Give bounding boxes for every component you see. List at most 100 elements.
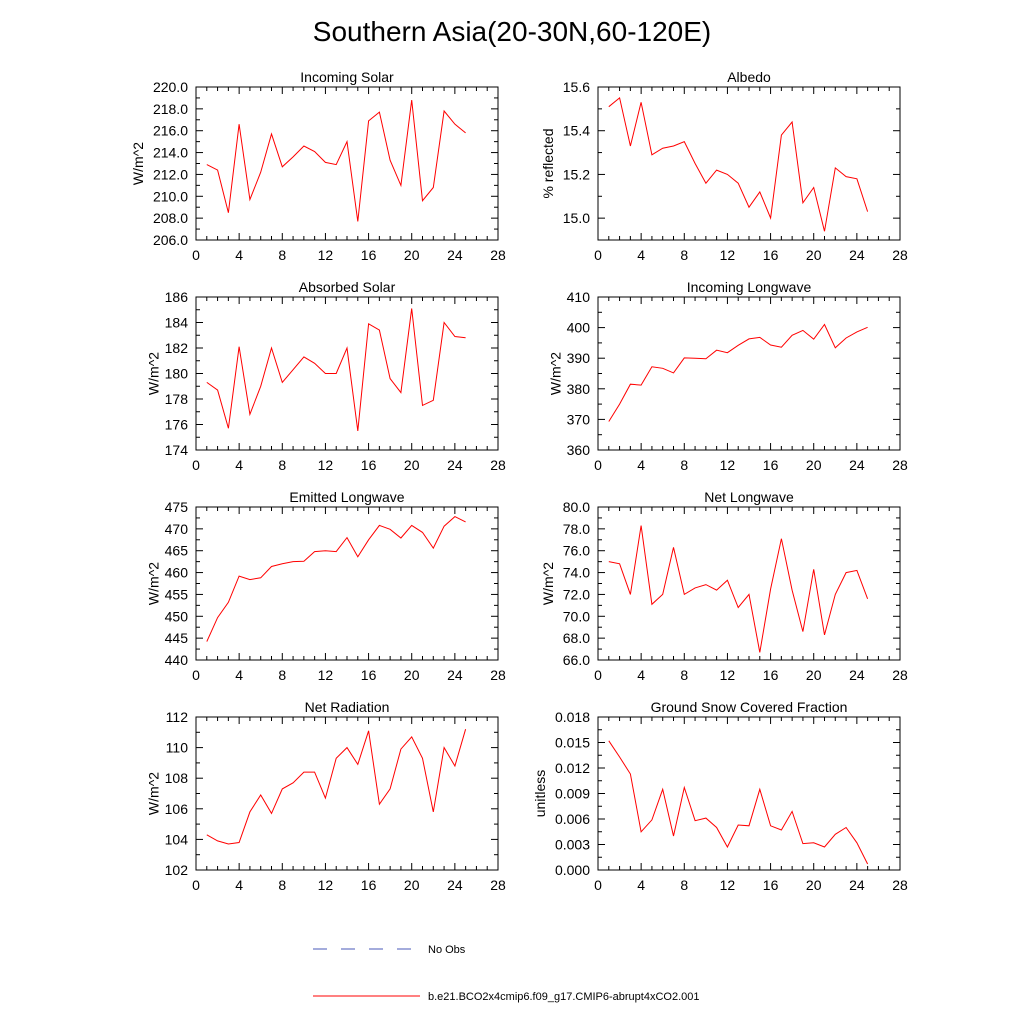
y-tick-label: 470 [165, 521, 189, 537]
x-tick-label: 28 [892, 247, 908, 263]
series-line-net-radiation [206, 729, 467, 845]
y-tick-label: 210.0 [153, 188, 188, 204]
legend-label-model: b.e21.BCO2x4cmip6.f09_g17.CMIP6-abrupt4x… [428, 991, 700, 1003]
y-tick-label: 440 [165, 652, 189, 668]
x-tick-label: 8 [680, 247, 688, 263]
y-tick-label: 108 [165, 770, 189, 786]
x-tick-label: 8 [278, 667, 286, 683]
y-tick-label: 455 [165, 586, 189, 602]
x-tick-label: 8 [680, 457, 688, 473]
y-axis-title: W/m^2 [146, 772, 162, 815]
y-axis-title: W/m^2 [540, 562, 556, 605]
x-tick-label: 12 [318, 667, 334, 683]
y-tick-label: 180 [165, 366, 189, 382]
y-tick-label: 410 [567, 289, 591, 305]
y-tick-label: 0.018 [555, 709, 590, 725]
x-tick-label: 0 [594, 667, 602, 683]
y-tick-label: 106 [165, 801, 189, 817]
x-tick-label: 8 [278, 877, 286, 893]
x-tick-label: 16 [763, 457, 779, 473]
panel-title: Absorbed Solar [299, 279, 396, 295]
y-tick-label: 370 [567, 411, 591, 427]
y-tick-label: 110 [166, 740, 189, 756]
series-line-incoming-longwave [608, 323, 868, 422]
y-tick-label: 15.2 [563, 166, 590, 182]
y-tick-label: 104 [165, 831, 189, 847]
x-tick-label: 4 [235, 667, 243, 683]
series-line-ground-snow-covered-fraction [608, 740, 869, 865]
x-tick-label: 8 [680, 877, 688, 893]
x-tick-label: 0 [192, 667, 200, 683]
series-line-emitted-longwave [206, 516, 466, 642]
series-line-albedo [608, 97, 869, 232]
panel-title: Incoming Solar [300, 69, 394, 85]
x-tick-label: 16 [763, 247, 779, 263]
plot-frame [195, 86, 499, 241]
y-axis-title: unitless [532, 770, 548, 817]
y-tick-label: 0.012 [555, 760, 590, 776]
x-tick-label: 16 [361, 457, 377, 473]
x-tick-label: 20 [806, 667, 822, 683]
y-tick-label: 15.6 [563, 79, 590, 95]
x-tick-label: 12 [720, 247, 736, 263]
x-tick-label: 28 [490, 457, 506, 473]
plot-frame [195, 296, 499, 451]
y-tick-label: 178 [165, 391, 189, 407]
x-tick-label: 16 [361, 247, 377, 263]
y-tick-label: 112 [166, 709, 189, 725]
y-tick-label: 80.0 [563, 499, 590, 515]
x-tick-label: 16 [763, 877, 779, 893]
y-tick-label: 70.0 [563, 608, 590, 624]
x-tick-label: 24 [447, 247, 463, 263]
x-tick-label: 8 [278, 247, 286, 263]
panel-ground-snow-covered-fraction: Ground Snow Covered Fraction 0 4 8 12 16 20 24 2… [532, 699, 908, 893]
panel-title: Net Longwave [704, 489, 794, 505]
x-tick-label: 12 [318, 877, 334, 893]
x-tick-label: 24 [447, 667, 463, 683]
panel-incoming-longwave: Incoming Longwave 0 4 8 12 16 20 24 28 360 370 380 3… [548, 279, 908, 473]
y-tick-label: 0.003 [555, 837, 590, 853]
plot-frame [597, 296, 901, 451]
panel-title: Net Radiation [305, 699, 390, 715]
panel-title: Incoming Longwave [687, 279, 812, 295]
y-axis-title: W/m^2 [548, 352, 564, 395]
legend-label-no-obs: No Obs [428, 944, 466, 956]
y-tick-label: 475 [165, 499, 189, 515]
x-tick-label: 0 [594, 877, 602, 893]
x-tick-label: 8 [278, 457, 286, 473]
panel-albedo: Albedo 0 4 8 12 16 20 24 28 15.0 15.2 15.4 15.6 % ref… [540, 69, 908, 263]
panel-title: Emitted Longwave [289, 489, 404, 505]
y-tick-label: 184 [165, 315, 189, 331]
y-tick-label: 214.0 [153, 145, 188, 161]
y-tick-label: 74.0 [563, 565, 590, 581]
panel-net-longwave: Net Longwave 0 4 8 12 16 20 24 28 66.0 68.0 70.0 72.… [540, 489, 908, 683]
panels: Incoming Solar 0 4 8 12 16 20 24 28 206.0 208.0 210… [130, 69, 908, 893]
x-tick-label: 24 [849, 457, 865, 473]
y-tick-label: 390 [567, 350, 591, 366]
x-tick-label: 0 [192, 457, 200, 473]
x-tick-label: 4 [637, 877, 645, 893]
y-tick-label: 176 [165, 417, 189, 433]
x-tick-label: 4 [235, 457, 243, 473]
y-tick-label: 182 [165, 340, 189, 356]
x-tick-label: 28 [490, 247, 506, 263]
y-tick-label: 460 [165, 565, 189, 581]
panel-title: Albedo [727, 69, 771, 85]
x-tick-label: 16 [361, 877, 377, 893]
y-tick-label: 465 [165, 543, 189, 559]
x-tick-label: 0 [594, 247, 602, 263]
y-tick-label: 400 [567, 320, 591, 336]
x-tick-label: 28 [892, 877, 908, 893]
figure-title: Southern Asia(20-30N,60-120E) [313, 16, 711, 47]
panel-absorbed-solar: Absorbed Solar 0 4 8 12 16 20 24 28 174 176 178 180 1… [146, 279, 506, 473]
x-tick-label: 20 [404, 457, 420, 473]
series-line-net-longwave [608, 525, 869, 653]
x-tick-label: 12 [318, 457, 334, 473]
x-tick-label: 8 [680, 667, 688, 683]
x-tick-label: 20 [404, 877, 420, 893]
y-tick-label: 66.0 [563, 652, 590, 668]
y-axis-title: W/m^2 [146, 352, 162, 395]
y-axis-title: W/m^2 [130, 142, 146, 185]
series-line-absorbed-solar [206, 308, 466, 431]
y-tick-label: 218.0 [153, 101, 188, 117]
